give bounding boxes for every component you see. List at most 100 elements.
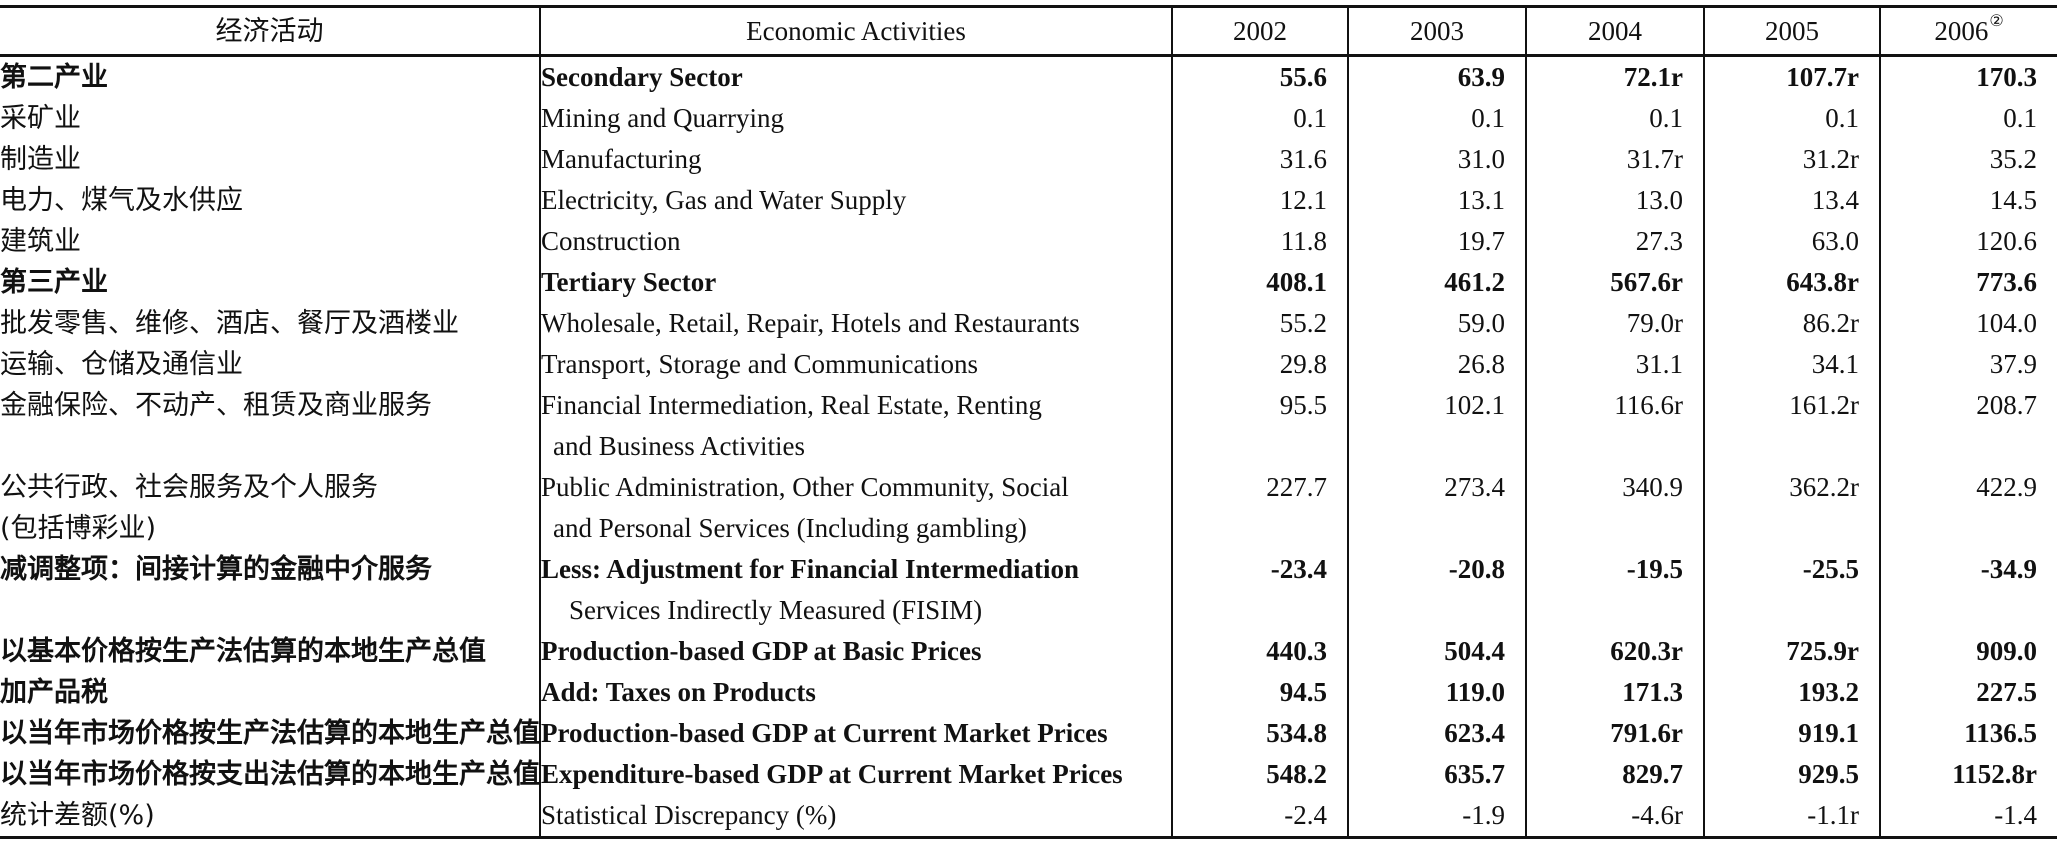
value-2002: 408.1: [1266, 267, 1327, 297]
value-2002: 548.2: [1266, 759, 1327, 789]
value-cell: 623.4: [1347, 713, 1526, 754]
value-2004: 791.6r: [1610, 718, 1683, 748]
table-row: 建筑业 Construction 11.8 19.7 27.3 63.0 120.6: [0, 221, 2057, 262]
value-2004: 31.1: [1635, 349, 1683, 379]
value-cell: 170.3: [1879, 55, 2057, 98]
value-cell: 0.1: [1171, 98, 1348, 139]
value-2003: 19.7: [1457, 226, 1505, 256]
table-row: 采矿业 Mining and Quarrying 0.1 0.1 0.1 0.1 0.1: [0, 98, 2057, 139]
value-cell: 72.1r: [1525, 55, 1704, 98]
activity-zh-continued: (包括博彩业): [0, 513, 157, 544]
value-2005: 34.1: [1811, 349, 1859, 379]
value-2002: 29.8: [1279, 349, 1327, 379]
value-cell: 0.1: [1347, 98, 1526, 139]
value-cell: 620.3r: [1525, 631, 1704, 672]
value-2004: -19.5: [1626, 554, 1683, 584]
value-cell: 59.0: [1347, 303, 1526, 344]
activity-zh: 以基本价格按生产法估算的本地生产总值: [0, 636, 486, 667]
activity-zh: 减调整项：间接计算的金融中介服务: [0, 554, 432, 585]
table-row: 以当年市场价格按生产法估算的本地生产总值 Production-based GDP…: [0, 713, 2057, 754]
table-row: 以基本价格按生产法估算的本地生产总值 Production-based GDP a…: [0, 631, 2057, 672]
activity-zh: 以当年市场价格按生产法估算的本地生产总值: [0, 718, 540, 749]
value-cell: 725.9r: [1703, 631, 1880, 672]
value-2003: 635.7: [1444, 759, 1505, 789]
value-cell: 567.6r: [1525, 262, 1704, 303]
value-cell: 340.9: [1525, 467, 1704, 549]
value-2006: -1.4: [1994, 800, 2037, 830]
value-2003: 31.0: [1457, 144, 1505, 174]
header-year-2004: 2004: [1525, 5, 1704, 57]
value-2002: 94.5: [1279, 677, 1327, 707]
value-2004: 27.3: [1635, 226, 1683, 256]
value-2005: 193.2: [1798, 677, 1859, 707]
value-cell: -4.6r: [1525, 795, 1704, 839]
value-2004: 72.1r: [1623, 62, 1683, 92]
activity-en: Transport, Storage and Communications: [541, 349, 978, 379]
value-2004: 116.6r: [1614, 390, 1683, 420]
value-cell: 408.1: [1171, 262, 1348, 303]
activity-zh-cell: 建筑业: [0, 221, 540, 262]
activity-zh-cell: 以基本价格按生产法估算的本地生产总值: [0, 631, 540, 672]
activity-zh: 采矿业: [0, 103, 81, 134]
value-cell: 362.2r: [1703, 467, 1880, 549]
value-cell: -20.8: [1347, 549, 1526, 631]
value-2003: 623.4: [1444, 718, 1505, 748]
activity-zh-cell: 公共行政、社会服务及个人服务 (包括博彩业): [0, 467, 540, 549]
value-2003: -1.9: [1462, 800, 1505, 830]
activity-zh: 以当年市场价格按支出法估算的本地生产总值: [0, 759, 540, 790]
value-cell: 27.3: [1525, 221, 1704, 262]
value-2005: 362.2r: [1789, 472, 1859, 502]
value-2006: 1136.5: [1964, 718, 2037, 748]
value-cell: -1.1r: [1703, 795, 1880, 839]
value-cell: 0.1: [1879, 98, 2057, 139]
value-cell: 55.2: [1171, 303, 1348, 344]
value-cell: 919.1: [1703, 713, 1880, 754]
value-cell: 13.4: [1703, 180, 1880, 221]
value-2006: 773.6: [1976, 267, 2037, 297]
value-cell: -25.5: [1703, 549, 1880, 631]
value-2002: 440.3: [1266, 636, 1327, 666]
value-cell: 1136.5: [1879, 713, 2057, 754]
value-2005: 929.5: [1798, 759, 1859, 789]
value-cell: 79.0r: [1525, 303, 1704, 344]
activity-en-cell: Electricity, Gas and Water Supply: [539, 180, 1172, 221]
value-cell: 227.5: [1879, 672, 2057, 713]
activity-zh: 制造业: [0, 144, 81, 175]
footnote-mark: ②: [1989, 12, 2004, 30]
value-2003: 504.4: [1444, 636, 1505, 666]
value-cell: 208.7: [1879, 385, 2057, 467]
value-2005: 31.2r: [1802, 144, 1859, 174]
value-cell: 31.7r: [1525, 139, 1704, 180]
value-2006: 1152.8r: [1952, 759, 2037, 789]
value-2003: 461.2: [1444, 267, 1505, 297]
value-2004: 567.6r: [1610, 267, 1683, 297]
activity-zh-cell: 金融保险、不动产、租赁及商业服务: [0, 385, 540, 467]
value-2006: 104.0: [1976, 308, 2037, 338]
value-cell: 171.3: [1525, 672, 1704, 713]
activity-zh: 批发零售、维修、酒店、餐厅及酒楼业: [0, 308, 459, 339]
value-2003: 59.0: [1457, 308, 1505, 338]
value-cell: 37.9: [1879, 344, 2057, 385]
value-cell: 86.2r: [1703, 303, 1880, 344]
value-cell: 31.2r: [1703, 139, 1880, 180]
value-2002: 95.5: [1279, 390, 1327, 420]
value-2005: 725.9r: [1786, 636, 1859, 666]
value-2006: 37.9: [1989, 349, 2037, 379]
activity-zh: 电力、煤气及水供应: [0, 185, 243, 216]
table-row: 以当年市场价格按支出法估算的本地生产总值 Expenditure-based GD…: [0, 754, 2057, 795]
table-row: 第二产业 Secondary Sector 55.6 63.9 72.1r 107.7r 1…: [0, 55, 2057, 98]
header-economic-activities-en: Economic Activities: [539, 5, 1172, 57]
value-cell: 13.0: [1525, 180, 1704, 221]
value-cell: 548.2: [1171, 754, 1348, 795]
value-cell: 422.9: [1879, 467, 2057, 549]
activity-en: Add: Taxes on Products: [541, 677, 816, 707]
value-cell: 102.1: [1347, 385, 1526, 467]
value-cell: 95.5: [1171, 385, 1348, 467]
activity-en-cell: Production-based GDP at Current Market P…: [539, 713, 1172, 754]
value-cell: 534.8: [1171, 713, 1348, 754]
activity-en-cell: Public Administration, Other Community, …: [539, 467, 1172, 549]
activity-en: Production-based GDP at Current Market P…: [541, 718, 1108, 748]
value-2002: 55.2: [1279, 308, 1327, 338]
activity-en: Wholesale, Retail, Repair, Hotels and Re…: [541, 308, 1080, 338]
